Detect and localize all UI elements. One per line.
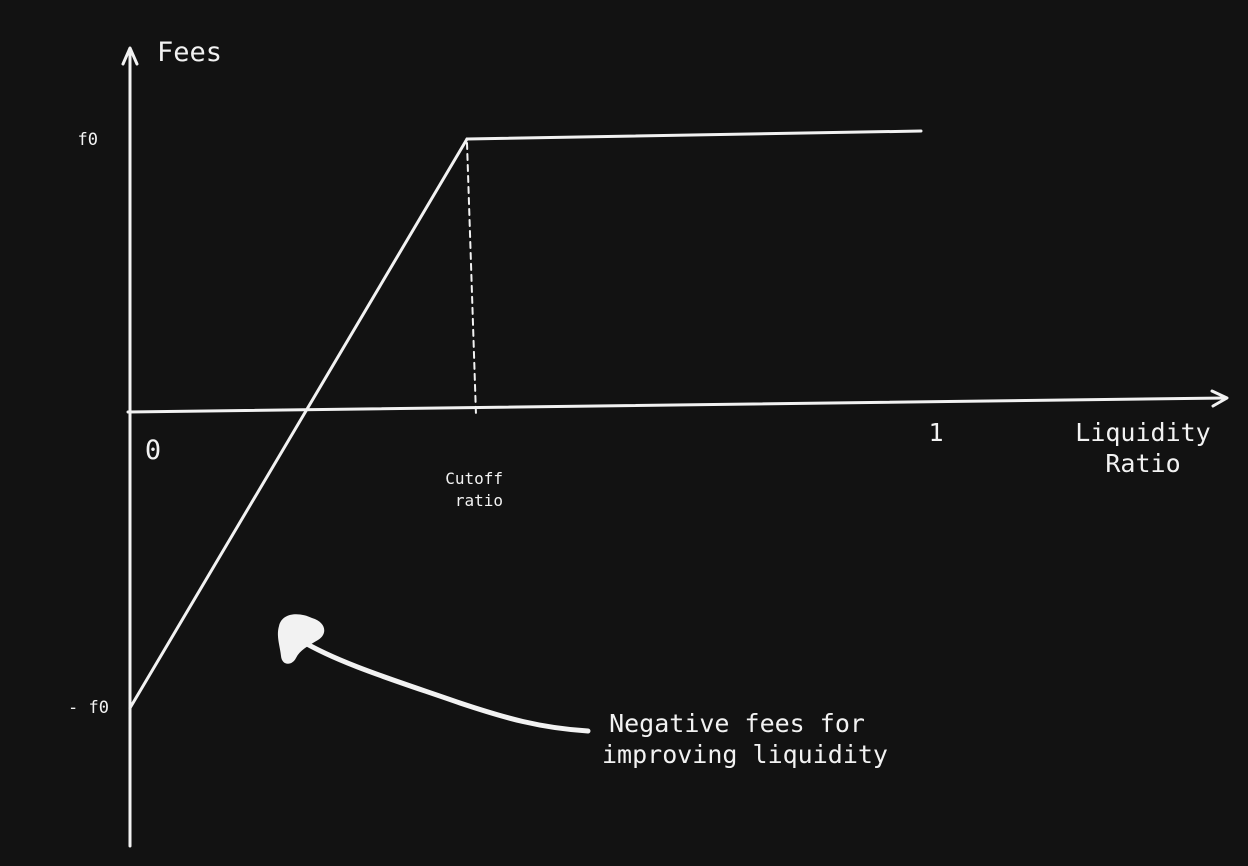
cutoff-label-line2: ratio [455,491,503,510]
fee-curve-rising-segment [128,137,469,710]
cutoff-dashed-line [466,142,477,416]
annotation-text-line1: Negative fees for [609,709,865,738]
origin-label: 0 [145,435,161,466]
cutoff-label-line1: Cutoff [445,469,503,488]
x-axis-label-line2: Ratio [1105,449,1180,478]
annotation-arrow-head [277,614,325,664]
y-axis [121,46,139,848]
x-axis-label-line1: Liquidity [1075,418,1210,447]
y-positive-label: f0 [78,130,98,150]
y-negative-label: - f0 [68,698,109,718]
x-max-label: 1 [928,418,943,447]
fee-curve-flat-segment [465,129,923,141]
annotation-text-line2: improving liquidity [602,740,888,769]
x-axis [126,389,1229,414]
y-axis-label: Fees [157,37,222,68]
fee-curve [128,129,923,710]
annotation-arrow [277,614,591,734]
